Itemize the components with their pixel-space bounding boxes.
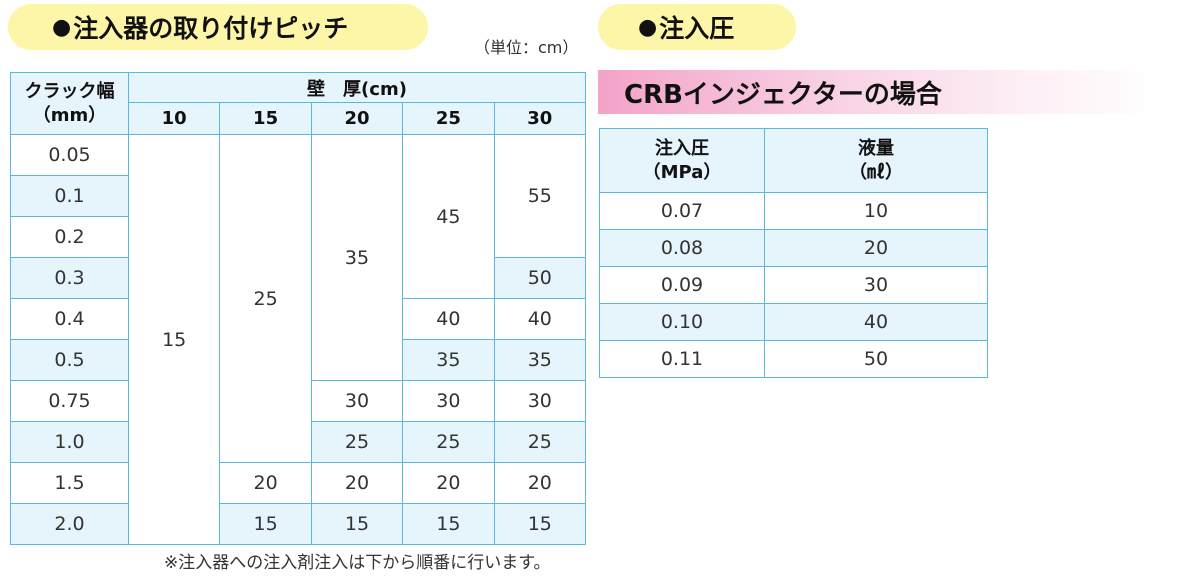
table-row: 0.2 — [10, 216, 586, 258]
pitch-cell: 35 — [310, 134, 404, 381]
table-row: 0.5 35 35 — [10, 339, 587, 381]
table-row: 1.5 20 20 20 20 — [10, 462, 587, 504]
pitch-cell: 45 — [402, 134, 495, 299]
wall-thickness-header: 壁 厚(cm) — [128, 72, 586, 103]
crack-value: 0.75 — [10, 380, 129, 422]
pitch-cell: 30 — [310, 380, 404, 422]
pitch-table: クラック幅 （mm） 壁 厚(cm) 10 15 20 25 30 0.05 1… — [10, 72, 587, 545]
volume-value: 30 — [764, 266, 988, 304]
pressure-header-unit: （MPa） — [642, 161, 722, 183]
section-title-pitch: 注入器の取り付けピッチ — [73, 14, 349, 43]
pitch-cell: 35 — [402, 339, 495, 381]
table-row: 2.0 15 15 15 15 — [10, 503, 587, 545]
crack-value: 0.1 — [10, 175, 129, 217]
table-row: 0.75 30 30 30 — [10, 380, 587, 422]
pitch-cell: 25 — [219, 134, 312, 463]
pressure-header: 注入圧 （MPa） — [599, 128, 765, 193]
pitch-cell: 20 — [310, 462, 404, 504]
wall-col-30: 30 — [493, 102, 587, 135]
table-row: 0.09 30 — [599, 266, 988, 304]
pitch-cell: 35 — [493, 339, 587, 381]
volume-value: 10 — [764, 192, 988, 230]
volume-value: 40 — [764, 303, 988, 341]
wall-col-20: 20 — [310, 102, 404, 135]
pressure-value: 0.11 — [599, 340, 765, 378]
pitch-cell: 40 — [493, 298, 587, 340]
volume-header-unit: （㎖） — [849, 161, 903, 183]
pitch-cell: 30 — [402, 380, 495, 422]
table-row: 0.05 15 25 35 45 55 — [10, 134, 587, 545]
crack-value: 0.3 — [10, 257, 129, 299]
crack-value: 1.0 — [10, 421, 129, 463]
crack-value: 0.05 — [10, 134, 129, 176]
pressure-value: 0.10 — [599, 303, 765, 341]
wall-col-10: 10 — [127, 102, 221, 135]
table-row: 0.08 20 — [599, 229, 988, 267]
volume-header: 液量 （㎖） — [764, 128, 988, 193]
crack-value: 2.0 — [10, 503, 129, 545]
pitch-cell: 20 — [402, 462, 495, 504]
pitch-cell: 20 — [219, 462, 312, 504]
table-row: 0.07 10 — [599, 192, 988, 230]
table-row: 0.1 — [10, 175, 586, 217]
wall-col-25: 25 — [402, 102, 495, 135]
unit-label: （単位：cm） — [474, 38, 579, 57]
table-row: 0.10 40 — [599, 303, 988, 341]
section-heading-pressure: ● 注入圧 — [598, 4, 796, 50]
pitch-cell: 30 — [493, 380, 587, 422]
pitch-cell: 25 — [493, 421, 587, 463]
injector-banner: CRBインジェクターの場合 — [598, 70, 1158, 114]
pressure-table: 注入圧 （MPa） 液量 （㎖） 0.07 10 0.08 20 0.09 30… — [599, 128, 988, 378]
pitch-cell: 15 — [402, 503, 495, 545]
crack-width-label: クラック幅 — [24, 80, 115, 102]
volume-value: 50 — [764, 340, 988, 378]
pitch-cell: 15 — [219, 503, 312, 545]
pressure-value: 0.09 — [599, 266, 765, 304]
pressure-value: 0.08 — [599, 229, 765, 267]
table-row: 1.0 25 25 25 — [10, 421, 587, 463]
wall-col-15: 15 — [219, 102, 312, 135]
pressure-value: 0.07 — [599, 192, 765, 230]
section-heading-pitch: ● 注入器の取り付けピッチ — [8, 4, 428, 50]
section-title-pressure: 注入圧 — [659, 14, 735, 43]
pitch-cell: 15 — [310, 503, 404, 545]
crack-value: 0.5 — [10, 339, 129, 381]
pitch-cell: 15 — [127, 134, 221, 545]
pitch-cell: 15 — [493, 503, 587, 545]
crack-width-unit: （mm） — [32, 104, 107, 126]
crack-value: 0.4 — [10, 298, 129, 340]
crack-width-header: クラック幅 （mm） — [10, 72, 129, 135]
crack-value: 1.5 — [10, 462, 129, 504]
pitch-cell: 55 — [493, 134, 587, 258]
pressure-header-label: 注入圧 — [655, 137, 709, 159]
bullet-icon: ● — [638, 14, 658, 40]
volume-value: 20 — [764, 229, 988, 267]
bullet-icon: ● — [52, 14, 72, 40]
pitch-cell: 25 — [402, 421, 495, 463]
pitch-cell: 50 — [493, 257, 587, 299]
table-row: 0.4 40 40 — [10, 298, 587, 340]
volume-header-label: 液量 — [858, 137, 894, 159]
footnote: ※注入器への注入剤注入は下から順番に行います。 — [164, 553, 551, 573]
pitch-cell: 20 — [493, 462, 587, 504]
pitch-cell: 25 — [310, 421, 404, 463]
table-row: 0.11 50 — [599, 340, 988, 378]
pitch-cell: 40 — [402, 298, 495, 340]
crack-value: 0.2 — [10, 216, 129, 258]
